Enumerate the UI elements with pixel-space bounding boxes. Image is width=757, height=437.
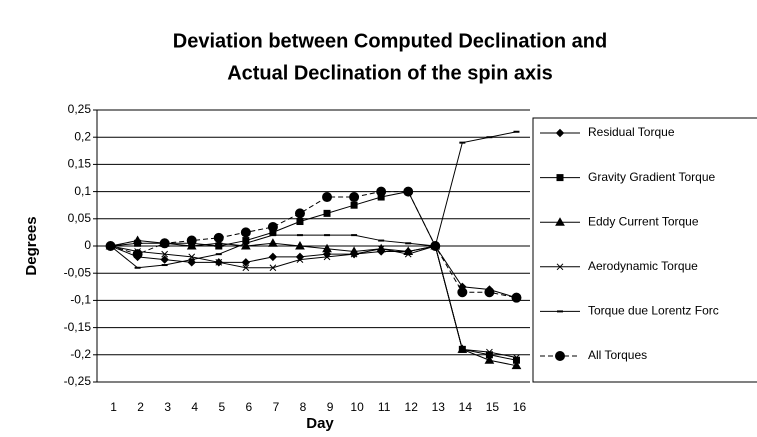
x-tick-label: 13: [432, 400, 446, 414]
data-point: [240, 240, 251, 250]
y-tick-label: -0,15: [64, 320, 92, 334]
y-tick-label: 0,15: [68, 157, 92, 171]
x-tick-label: 8: [300, 400, 307, 414]
data-point: [295, 240, 305, 250]
y-tick-label: 0,05: [68, 211, 92, 225]
data-point: [458, 346, 466, 353]
y-tick-label: -0,1: [70, 293, 91, 307]
x-tick-label: 3: [164, 400, 171, 414]
data-point: [160, 255, 169, 264]
data-point: [296, 256, 304, 263]
data-point: [132, 235, 143, 245]
data-point: [322, 243, 332, 253]
x-tick-label: 15: [486, 400, 500, 414]
chart-title: Deviation between Computed Declination a…: [173, 30, 608, 52]
data-point: [159, 238, 170, 249]
data-point: [350, 250, 358, 258]
data-point: [430, 241, 441, 251]
series-line: [110, 245, 517, 299]
x-tick-label: 1: [110, 400, 117, 414]
x-axis-title: Day: [306, 415, 334, 432]
data-point: [457, 287, 468, 298]
x-tick-label: 14: [459, 400, 473, 414]
data-point: [486, 348, 493, 356]
legend-label: Gravity Gradient Torque: [588, 170, 715, 184]
series-line: [110, 191, 517, 299]
data-point: [349, 192, 360, 203]
legend-label: Aerodynamic Torque: [588, 259, 698, 273]
data-point: [377, 245, 385, 253]
data-point: [376, 186, 387, 197]
legend-marker: [555, 217, 565, 226]
x-tick-label: 12: [405, 400, 419, 414]
data-point: [268, 252, 278, 262]
series-line: [110, 131, 517, 269]
legend-marker: [555, 351, 565, 361]
y-tick-label: -0,25: [64, 374, 92, 388]
y-tick-label: -0,05: [64, 265, 92, 279]
x-tick-label: 7: [273, 400, 280, 414]
x-tick-label: 4: [191, 400, 198, 414]
data-point: [213, 232, 224, 243]
y-axis-title: Degrees: [23, 216, 40, 275]
data-point: [268, 238, 278, 247]
data-point: [484, 355, 495, 364]
legend-box: [532, 117, 757, 383]
legend-label: All Torques: [588, 348, 647, 362]
x-tick-label: 11: [378, 400, 391, 414]
data-point: [105, 241, 116, 251]
series-line: [110, 240, 517, 367]
data-point: [323, 209, 331, 217]
data-point: [269, 264, 277, 272]
x-tick-label: 16: [513, 400, 527, 414]
data-point: [186, 235, 197, 246]
data-point: [403, 186, 414, 197]
legend-label: Residual Torque: [588, 125, 675, 139]
data-point: [296, 218, 304, 226]
y-tick-label: 0,25: [68, 102, 92, 116]
x-tick-label: 10: [350, 400, 364, 414]
data-point: [511, 360, 522, 370]
data-point: [267, 221, 278, 232]
legend-label: Eddy Current Torque: [588, 214, 699, 228]
data-point: [242, 264, 250, 272]
data-point: [322, 192, 333, 203]
data-point: [323, 253, 331, 261]
data-point: [350, 201, 358, 209]
data-point: [484, 287, 495, 298]
x-tick-label: 2: [137, 400, 144, 414]
data-point: [404, 250, 412, 258]
data-point: [294, 208, 305, 219]
legend-marker: [556, 174, 564, 182]
data-point: [513, 354, 520, 361]
legend-marker: [556, 263, 564, 271]
chart-title: Actual Declination of the spin axis: [227, 62, 553, 84]
x-tick-label: 6: [246, 400, 253, 414]
x-tick-label: 5: [218, 400, 225, 414]
legend-label: Torque due Lorentz Forc: [588, 304, 719, 318]
legend-marker: [555, 128, 565, 138]
data-point: [322, 249, 332, 259]
data-point: [241, 258, 251, 267]
series-line: [110, 245, 517, 359]
y-tick-label: 0: [84, 238, 91, 252]
x-tick-label: 9: [327, 400, 334, 414]
y-tick-label: -0,2: [70, 347, 91, 361]
data-point: [161, 250, 169, 258]
data-point: [295, 252, 305, 262]
y-tick-label: 0,2: [74, 129, 91, 143]
data-point: [132, 249, 143, 260]
y-tick-label: 0,1: [74, 184, 91, 198]
data-point: [215, 258, 223, 266]
data-point: [240, 227, 251, 238]
data-point: [511, 292, 522, 303]
